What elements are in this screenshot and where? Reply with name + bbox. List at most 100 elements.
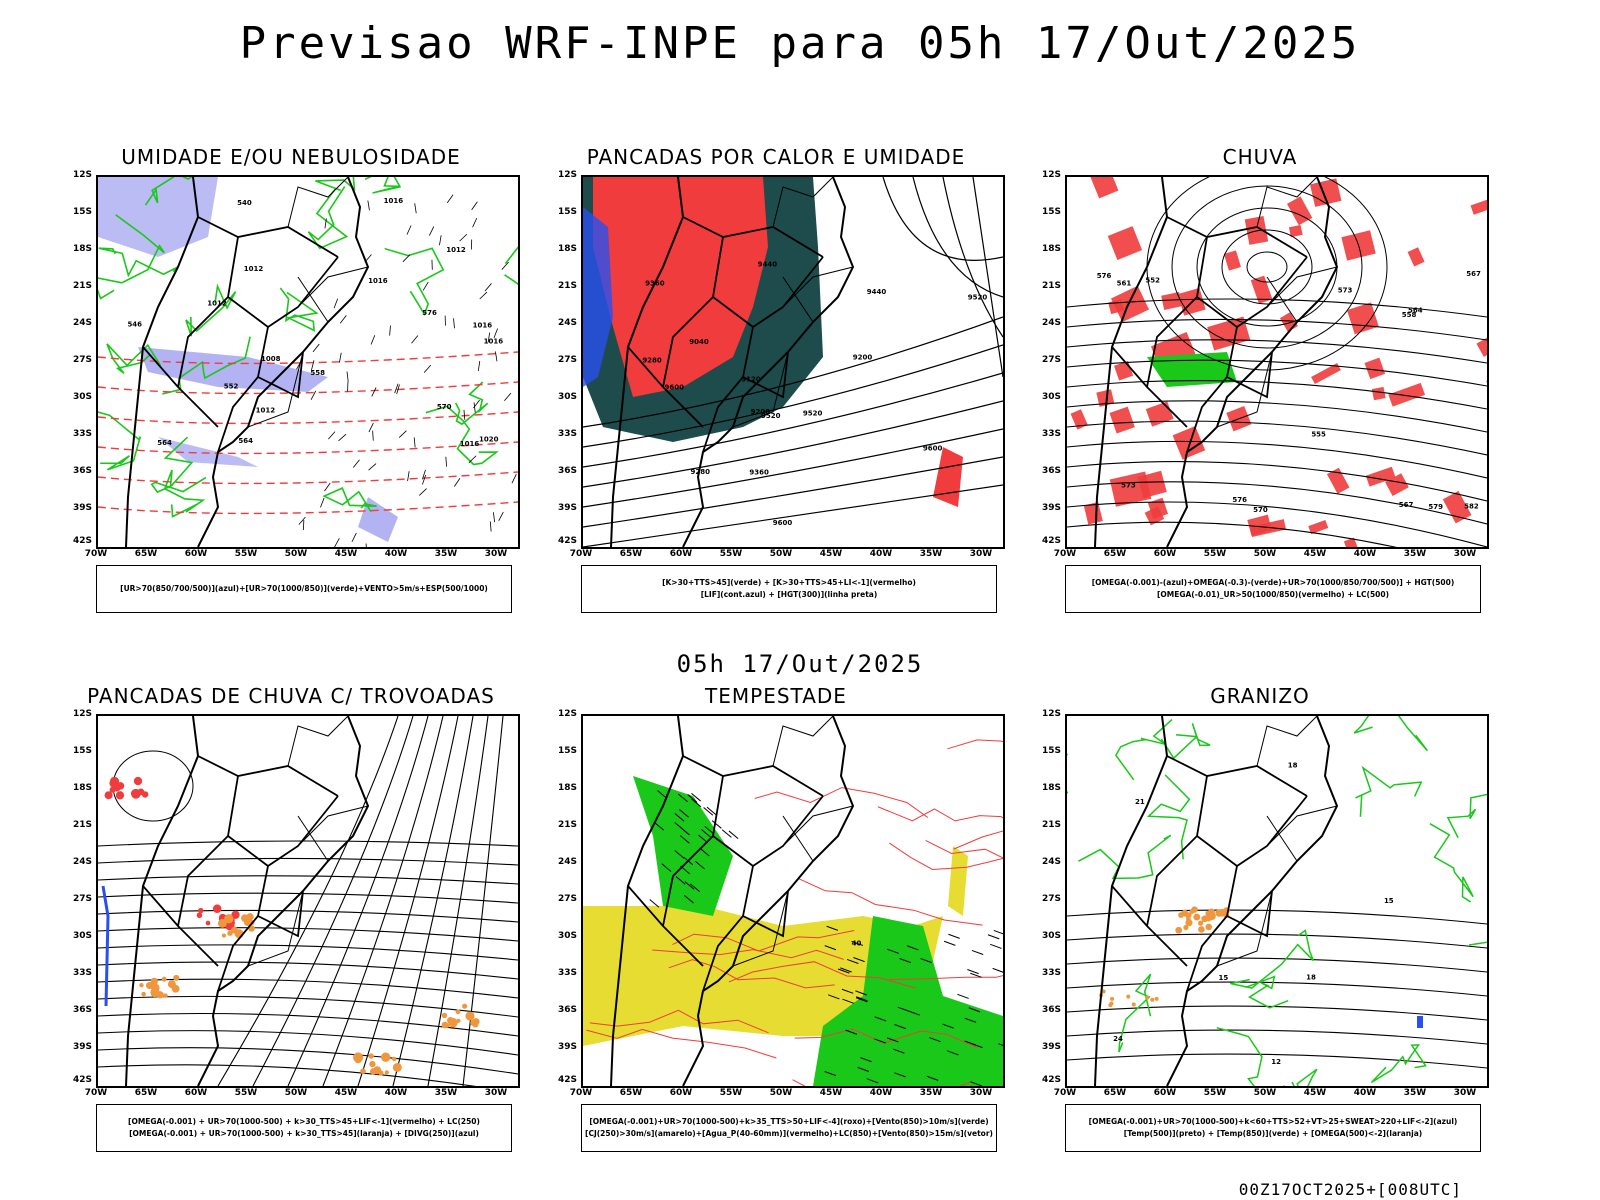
- wind-arrow: [472, 217, 478, 228]
- wind-arrow: [504, 392, 512, 401]
- height-line: [583, 484, 1003, 547]
- contour-label: 9040: [689, 338, 709, 346]
- lat-tick-label: 12S: [72, 170, 92, 180]
- streamline: [322, 716, 444, 1086]
- contour-label: 9360: [645, 280, 665, 288]
- contour-label: 1016: [384, 197, 404, 205]
- contour-label: 573: [1121, 482, 1136, 490]
- storm-spot: [141, 991, 146, 997]
- lat-tick-label: 30S: [557, 392, 577, 402]
- humidity-contour: [279, 287, 319, 332]
- contour-label: 558: [310, 369, 325, 377]
- streamline: [357, 716, 459, 1086]
- lat-tick-label: 12S: [557, 170, 577, 180]
- wind-vector: [840, 967, 852, 973]
- wind-vector: [886, 1037, 899, 1043]
- contour-label: 576: [1232, 496, 1247, 504]
- contour-label: 1016: [473, 322, 493, 330]
- lon-tick-label: 40W: [384, 1088, 408, 1098]
- streamline: [98, 892, 518, 904]
- lat-tick-label: 42S: [557, 536, 577, 546]
- contour-label: 579: [1428, 503, 1443, 511]
- contour-label: 1012: [256, 407, 276, 415]
- legend-line: [OMEGA(-0.001)+UR>70(1000-500)+k<60+TTS>…: [1088, 1117, 1458, 1126]
- wind-vector: [857, 1066, 870, 1072]
- wind-vector: [842, 998, 854, 1004]
- temp850-line: [1146, 774, 1191, 860]
- lon-tick-label: 45W: [1303, 1088, 1327, 1098]
- wind-vector: [908, 1010, 920, 1016]
- lat-tick-label: 39S: [1041, 1042, 1061, 1052]
- wind-arrow: [368, 422, 374, 433]
- divergence-line: [101, 885, 110, 1007]
- rain-cell: [1223, 250, 1241, 271]
- lon-tick-label: 35W: [434, 1088, 458, 1098]
- storm-spot: [447, 1017, 454, 1024]
- water-streamline: [586, 1028, 777, 1059]
- contour-label: 9200: [853, 354, 873, 362]
- wind-vector: [970, 1081, 983, 1086]
- lon-tick-label: 50W: [1253, 1088, 1277, 1098]
- lat-tick-label: 15S: [557, 207, 577, 217]
- panel-granizo: GRANIZO 12S 15S 18S 21S 24S 27S 30S 33S 36S 39S 42S…: [1025, 684, 1495, 1154]
- lon-tick-label: 45W: [819, 549, 843, 559]
- wind-vector: [699, 847, 710, 857]
- lat-tick-label: 21S: [557, 820, 577, 830]
- geopotential-line: [1067, 440, 1487, 479]
- wind-arrow: [463, 409, 466, 420]
- wind-vector: [892, 1048, 905, 1054]
- humidity-contour: [425, 405, 499, 466]
- lon-tick-label: 45W: [1303, 549, 1327, 559]
- contour-label: 576: [422, 309, 437, 317]
- water-streamline: [589, 1009, 769, 1034]
- water-streamline: [889, 842, 1003, 871]
- omega-spot: [1185, 919, 1193, 927]
- omega-spot: [1198, 920, 1204, 926]
- contour-label: 564: [238, 437, 253, 445]
- lon-tick-label: 50W: [769, 549, 793, 559]
- wind-arrow: [396, 384, 400, 395]
- wind-arrow: [402, 254, 411, 263]
- panel-title: UMIDADE E/OU NEBULOSIDADE: [121, 145, 461, 169]
- lon-tick-label: 50W: [284, 549, 308, 559]
- contour-label: 24: [1113, 1035, 1123, 1043]
- rain-cell: [1326, 467, 1350, 494]
- omega-spot: [1145, 995, 1150, 1000]
- geopotential-line: [1067, 461, 1487, 502]
- map-svg: 40: [583, 716, 1003, 1086]
- wind-vector: [691, 792, 702, 802]
- contour-label: 9200: [751, 408, 771, 416]
- rain-cell: [1110, 285, 1149, 323]
- streamline: [112, 750, 194, 822]
- rain-cell: [1161, 291, 1183, 310]
- humidity-contour: [144, 177, 193, 206]
- map-svg: [98, 716, 518, 1086]
- lat-tick-label: 30S: [557, 931, 577, 941]
- contour-label: 546: [127, 320, 142, 328]
- lon-tick-label: 50W: [284, 1088, 308, 1098]
- lon-tick-label: 60W: [669, 1088, 693, 1098]
- wind-vector: [687, 794, 698, 803]
- contour-label: 21: [1135, 798, 1145, 806]
- contour-label: 582: [1464, 503, 1479, 511]
- wind-arrow: [302, 519, 305, 530]
- wind-arrow: [320, 497, 325, 508]
- map-svg: 1012 1016 1016 1016 1008 1020 1012 1016 1016 1012…: [98, 177, 518, 547]
- lat-tick-label: 33S: [1041, 429, 1061, 439]
- wind-arrow: [471, 201, 478, 211]
- rain-cell: [1470, 197, 1487, 215]
- contour-label: 564: [1408, 306, 1423, 314]
- lat-tick-label: 42S: [1041, 1075, 1061, 1085]
- wind-vector: [967, 969, 979, 975]
- streamline: [98, 1047, 518, 1075]
- contour-label: 567: [1399, 501, 1414, 509]
- country-border: [1111, 755, 1308, 992]
- thickness-line: [98, 381, 518, 395]
- lat-tick-label: 15S: [1041, 207, 1061, 217]
- contour-label: 561: [1117, 280, 1132, 288]
- storm-spot: [369, 1068, 377, 1075]
- contour-label: 9360: [749, 468, 769, 476]
- map-svg: 12 15 18 15 18 21 24: [1067, 716, 1487, 1086]
- country-border: [142, 755, 339, 992]
- lon-tick-label: 30W: [484, 549, 508, 559]
